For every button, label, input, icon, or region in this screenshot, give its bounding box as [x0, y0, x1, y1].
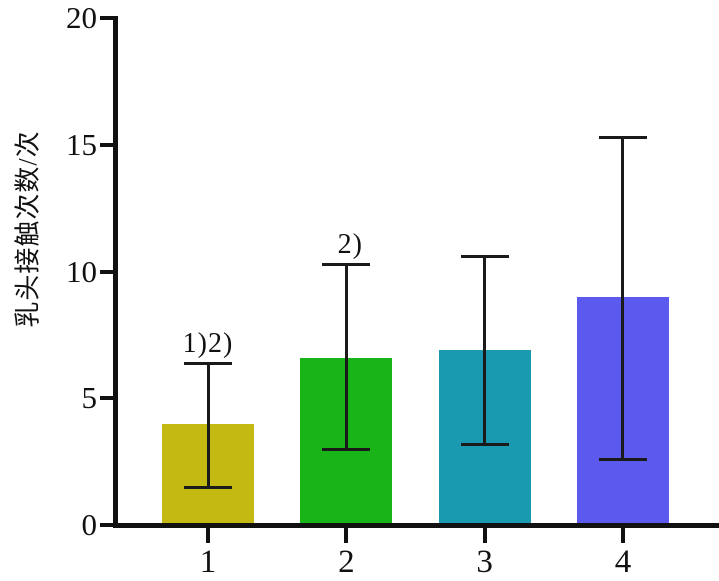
y-tick-label-0: 0	[81, 507, 98, 542]
y-tick-mark-15	[100, 142, 118, 147]
y-tick-label-5: 5	[81, 380, 98, 416]
x-axis-line	[113, 523, 719, 528]
error-bar-cap-high-3	[460, 255, 509, 259]
error-bar-stem-1	[206, 362, 210, 487]
x-tick-mark-2	[344, 528, 349, 543]
significance-annotation-2: 2)	[337, 228, 363, 260]
error-bar-cap-low-2	[322, 447, 371, 451]
error-bar-stem-3	[483, 256, 487, 444]
error-bar-cap-high-1	[184, 361, 232, 365]
x-tick-mark-3	[482, 528, 487, 543]
significance-annotation-1: 1)2)	[182, 327, 234, 359]
error-bar-cap-low-1	[184, 485, 232, 489]
y-tick-label-10: 10	[66, 253, 97, 289]
y-tick-mark-5	[100, 396, 118, 401]
x-tick-mark-4	[620, 528, 625, 543]
x-tick-label-2: 2	[338, 544, 355, 580]
error-bar-cap-high-4	[598, 136, 647, 140]
y-tick-label-15: 15	[66, 126, 97, 162]
x-tick-mark-1	[206, 528, 210, 543]
error-bar-cap-low-4	[598, 458, 647, 462]
error-bar-cap-low-3	[460, 442, 509, 446]
x-tick-label-4: 4	[614, 544, 632, 580]
y-tick-mark-20	[100, 16, 118, 20]
error-bar-stem-4	[621, 137, 625, 460]
error-bar-cap-high-2	[322, 262, 371, 266]
y-tick-label-20: 20	[66, 0, 97, 35]
error-bar-stem-2	[344, 263, 348, 449]
y-tick-mark-10	[100, 269, 118, 274]
x-tick-label-3: 3	[476, 544, 493, 580]
y-tick-mark-0	[100, 523, 118, 527]
x-tick-label-1: 1	[199, 544, 217, 580]
